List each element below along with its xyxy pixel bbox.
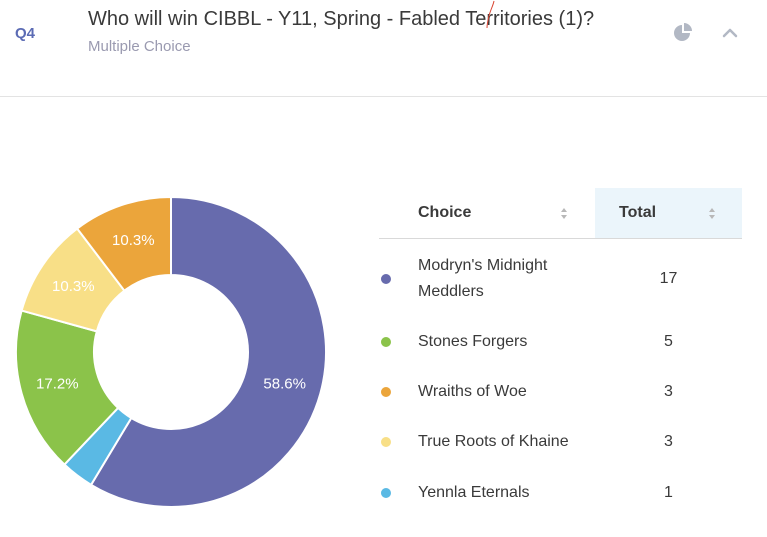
legend-dot [381, 437, 391, 447]
annotation-scribble [486, 0, 495, 29]
choice-total: 5 [664, 333, 673, 350]
question-number: Q4 [15, 25, 36, 42]
choice-total: 1 [664, 484, 673, 501]
pie-chart-icon[interactable] [672, 22, 694, 44]
slice-percent-label: 10.3% [112, 232, 155, 249]
choice-label: Stones Forgers [418, 333, 528, 350]
column-header-total-label: Total [619, 204, 657, 221]
legend-dot [381, 274, 391, 284]
donut-slice[interactable] [15, 309, 120, 466]
table-row: Yennla Eternals 1 [379, 480, 742, 506]
results-table: Choice Total Modryn's Midnight Meddlers … [379, 188, 742, 501]
donut-chart: 58.6% 17.2% 10.3% 10.3% [15, 195, 327, 508]
table-row: Wraiths of Woe 3 [379, 379, 742, 405]
question-header: Q4 Who will win CIBBL - Y11, Spring - Fa… [0, 0, 767, 97]
column-header-choice[interactable]: Choice [379, 188, 595, 238]
choice-label: True Roots of Khaine [418, 433, 569, 450]
table-row: Stones Forgers 5 [379, 329, 742, 355]
question-title: Who will win CIBBL - Y11, Spring - Fable… [88, 8, 595, 30]
choice-total: 3 [664, 383, 673, 400]
donut-slice[interactable] [75, 195, 172, 293]
donut-slice[interactable] [89, 195, 327, 508]
sort-icon[interactable] [560, 207, 568, 220]
chevron-up-icon[interactable] [719, 22, 741, 44]
table-header: Choice Total [379, 188, 742, 239]
column-header-total[interactable]: Total [595, 188, 742, 238]
choice-total: 3 [664, 433, 673, 450]
legend-dot [381, 337, 391, 347]
table-row: Modryn's Midnight Meddlers 17 [379, 253, 742, 307]
choice-label: Yennla Eternals [418, 484, 530, 501]
slice-percent-label: 10.3% [52, 278, 95, 295]
legend-dot [381, 488, 391, 498]
choice-label: Modryn's Midnight Meddlers [418, 257, 548, 300]
legend-dot [381, 387, 391, 397]
slice-percent-label: 58.6% [263, 376, 306, 393]
sort-icon[interactable] [708, 207, 716, 220]
question-type: Multiple Choice [88, 38, 191, 55]
slice-percent-label: 17.2% [36, 376, 79, 393]
choice-total: 17 [659, 270, 678, 287]
table-row: True Roots of Khaine 3 [379, 429, 742, 455]
choice-label: Wraiths of Woe [418, 383, 527, 400]
column-header-choice-label: Choice [418, 204, 472, 221]
